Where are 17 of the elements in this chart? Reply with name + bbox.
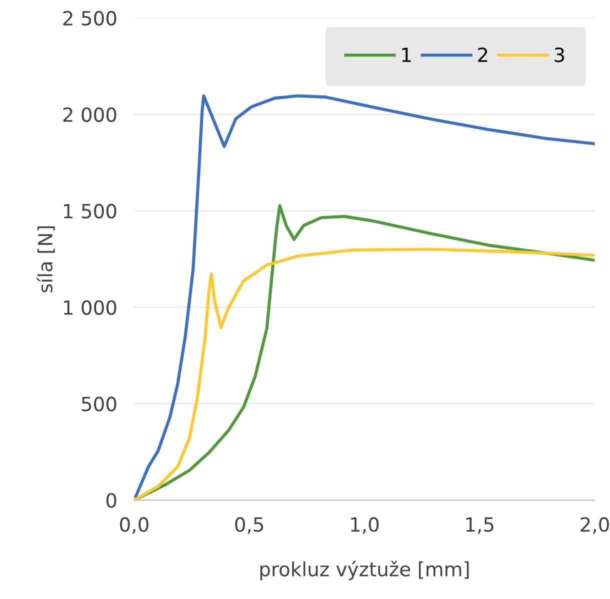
x-tick-label: 0,0 (120, 517, 148, 534)
legend-label: 3 (554, 47, 564, 62)
legend-label: 1 (402, 48, 411, 62)
y-tick-label: 1 000 (64, 300, 116, 315)
x-tick-label: 1,0 (351, 517, 379, 534)
x-tick-label: 0,5 (235, 517, 264, 534)
x-axis-title: prokluz výztuže [mm] (260, 560, 469, 580)
line-series (134, 94, 595, 500)
x-tick-label: 2,0 (580, 517, 609, 534)
x-tick-label: 1,5 (466, 517, 494, 534)
y-tick-label: 2 500 (63, 10, 116, 26)
y-axis-title: síla [N] (36, 226, 55, 292)
y-tick-label: 0 (106, 493, 116, 508)
legend-label: 2 (478, 47, 488, 62)
y-tick-label: 1 500 (64, 204, 116, 219)
y-tick-label: 2 000 (63, 107, 116, 122)
y-tick-label: 500 (82, 396, 116, 412)
